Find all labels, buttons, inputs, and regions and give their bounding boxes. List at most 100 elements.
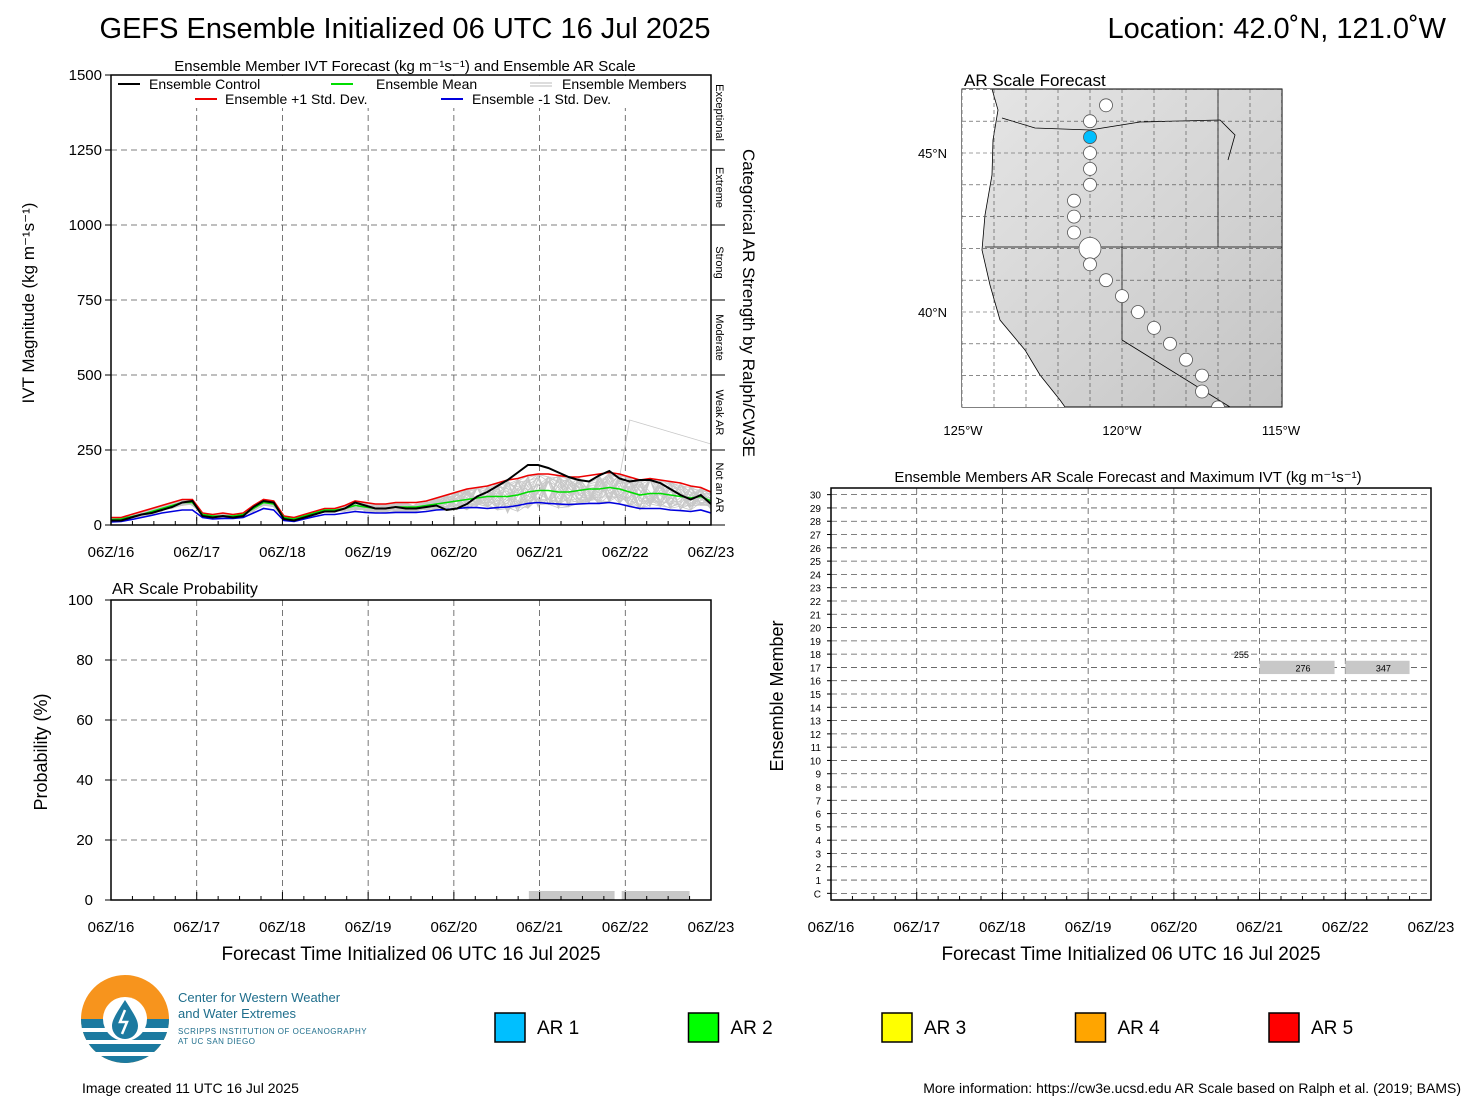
created-timestamp: Image created 11 UTC 16 Jul 2025 <box>82 1080 299 1096</box>
ivt-legend-bg <box>112 76 710 108</box>
ar-legend-label: AR 4 <box>1118 1018 1161 1039</box>
members-ytick-label: 29 <box>810 504 822 515</box>
prob-xtick-label: 06Z/20 <box>431 919 478 936</box>
probability-panel: AR Scale Probability 0 20 40 60 80 100 06Z/16… <box>31 581 734 965</box>
prob-bars <box>528 891 690 900</box>
ivt-xtick-label: 06Z/16 <box>88 544 135 561</box>
ivt-series-lines <box>110 76 712 523</box>
legend-plus-std: Ensemble +1 Std. Dev. <box>225 91 368 107</box>
ar-category-label: Exceptional <box>713 84 725 141</box>
ocean-area <box>962 89 1065 407</box>
members-ytick-label: 7 <box>815 796 821 807</box>
map-title: AR Scale Forecast <box>964 71 1106 90</box>
members-ytick-label: 27 <box>810 531 822 542</box>
ar-legend-swatch <box>881 1012 913 1043</box>
members-highlight-cell <box>1345 660 1410 675</box>
members-ytick-label: 5 <box>815 823 821 834</box>
members-max-ivt-label: 276 <box>1296 663 1311 673</box>
members-ytick-label: 18 <box>810 650 822 661</box>
ar-track-point <box>1099 273 1113 288</box>
ar-track-point <box>1195 368 1209 383</box>
ivt-series-1 <box>110 486 712 521</box>
members-grid <box>831 488 1431 900</box>
logo-line-1: Center for Western Weather <box>178 990 341 1005</box>
ivt-ytick-label: 1500 <box>69 67 102 84</box>
ivt-xtick-label: 06Z/19 <box>345 544 392 561</box>
ar-track-point <box>1163 336 1177 351</box>
prob-xtick-label: 06Z/16 <box>88 919 135 936</box>
ar-track-point <box>1195 384 1209 399</box>
figure-title: GEFS Ensemble Initialized 06 UTC 16 Jul … <box>100 13 711 45</box>
prob-bar <box>528 891 615 900</box>
ar-legend-swatch <box>1268 1012 1300 1043</box>
ivt-ytick-label: 1000 <box>69 217 102 234</box>
prob-xtick-label: 06Z/23 <box>688 919 735 936</box>
ivt-series-3 <box>110 501 712 523</box>
lat-label-40: 40°N <box>918 305 947 320</box>
ar-track-point <box>1179 352 1193 367</box>
logo-text-sub: SCRIPPS INSTITUTION OF OCEANOGRAPHY AT U… <box>178 1027 367 1047</box>
cw3e-logo-emblem <box>81 975 169 1063</box>
prob-x-axis-label: Forecast Time Initialized 06 UTC 16 Jul … <box>221 944 600 965</box>
members-xtick-label: 06Z/20 <box>1151 919 1198 936</box>
ivt-xtick-label: 06Z/23 <box>688 544 735 561</box>
ar-track-point <box>1083 130 1097 145</box>
members-ytick-label: 23 <box>810 584 822 595</box>
members-ytick-label: 11 <box>811 743 822 754</box>
ar-track-point <box>1083 161 1097 176</box>
ar-track-point <box>1067 193 1081 208</box>
members-ytick-label: 24 <box>810 570 822 581</box>
ivt-ytick-label: 500 <box>77 367 102 384</box>
members-xtick-label: 06Z/23 <box>1408 919 1455 936</box>
members-max-ivt-label: 255 <box>1234 650 1249 660</box>
ar-track-points <box>1067 98 1225 407</box>
ar-category-label: Not an AR <box>713 462 725 512</box>
members-ytick-label: 17 <box>810 663 822 674</box>
prob-ytick-label: 80 <box>76 652 93 669</box>
ivt-xtick-label: 06Z/20 <box>431 544 478 561</box>
members-y-ticks: C123456789101112131415161718192021222324… <box>810 491 831 900</box>
members-max-ivt-label: 347 <box>1376 663 1391 673</box>
logo-line-4: AT UC SAN DIEGO <box>178 1037 256 1046</box>
ivt-panel: Ensemble Member IVT Forecast (kg m⁻¹s⁻¹)… <box>19 58 758 561</box>
members-x-axis-label: Forecast Time Initialized 06 UTC 16 Jul … <box>941 944 1320 965</box>
ivt-ytick-label: 750 <box>77 292 102 309</box>
ar-legend-label: AR 1 <box>537 1018 579 1039</box>
legend-minus-std: Ensemble -1 Std. Dev. <box>472 91 611 107</box>
ivt-panel-title: Ensemble Member IVT Forecast (kg m⁻¹s⁻¹)… <box>174 58 636 75</box>
ar-legend-label: AR 2 <box>731 1018 773 1039</box>
ivt-x-ticks: 06Z/16 06Z/17 06Z/18 06Z/19 06Z/20 06Z/21 06Z/… <box>88 517 735 561</box>
ivt-ytick-label: 250 <box>77 442 102 459</box>
ar-track-point <box>1083 177 1097 192</box>
prob-y-ticks: 0 20 40 60 80 100 <box>68 592 111 909</box>
ar-track-point <box>1147 320 1161 335</box>
members-ytick-label: 26 <box>810 544 822 555</box>
prob-xtick-label: 06Z/21 <box>516 919 563 936</box>
prob-xtick-label: 06Z/18 <box>259 919 306 936</box>
members-highlight-cells: 276 347 255 <box>1234 650 1410 675</box>
prob-panel-title: AR Scale Probability <box>112 581 258 598</box>
ivt-xtick-label: 06Z/22 <box>602 544 649 561</box>
ar-legend-label: AR 3 <box>924 1018 966 1039</box>
lon-label-125: 125°W <box>943 423 983 438</box>
ar-legend-label: AR 5 <box>1311 1018 1353 1039</box>
members-x-ticks: 06Z/16 06Z/17 06Z/18 06Z/19 06Z/20 06Z/21 06Z/… <box>808 892 1455 936</box>
ar-track-point <box>1078 236 1102 260</box>
ar-track-point <box>1083 114 1097 129</box>
members-ytick-label: 25 <box>810 557 822 568</box>
members-xtick-label: 06Z/21 <box>1236 919 1283 936</box>
prob-ytick-label: 100 <box>68 592 93 609</box>
prob-x-ticks: 06Z/16 06Z/17 06Z/18 06Z/19 06Z/20 06Z/21 06Z/… <box>88 892 735 936</box>
prob-ytick-label: 0 <box>85 892 93 909</box>
ar-category-label: Weak AR <box>713 390 725 436</box>
members-ytick-label: 22 <box>810 597 822 608</box>
ivt-y-axis-label: IVT Magnitude (kg m⁻¹s⁻¹) <box>19 203 38 404</box>
more-info-text: More information: https://cw3e.ucsd.edu … <box>923 1080 1461 1096</box>
members-highlight-cell <box>1259 660 1335 675</box>
ivt-legend: Ensemble Control Ensemble Mean Ensemble … <box>118 76 687 107</box>
legend-control: Ensemble Control <box>149 76 260 92</box>
prob-ytick-label: 40 <box>76 772 93 789</box>
location-label: Location: 42.0˚N, 121.0˚W <box>1107 13 1446 45</box>
ivt-series-0 <box>111 464 712 522</box>
ar-legend-swatch <box>687 1012 720 1043</box>
